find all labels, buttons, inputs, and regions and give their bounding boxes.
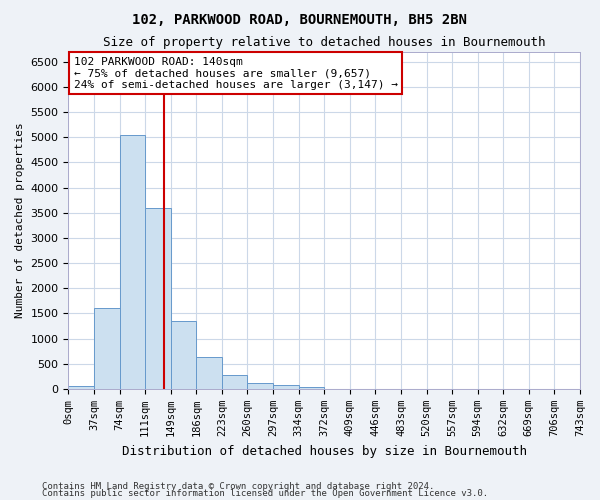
Bar — [68, 386, 94, 389]
Text: 102 PARKWOOD ROAD: 140sqm
← 75% of detached houses are smaller (9,657)
24% of se: 102 PARKWOOD ROAD: 140sqm ← 75% of detac… — [74, 56, 398, 90]
Bar — [171, 321, 196, 389]
Text: Contains public sector information licensed under the Open Government Licence v3: Contains public sector information licen… — [42, 490, 488, 498]
Bar — [94, 308, 119, 389]
Bar — [196, 358, 222, 389]
Bar — [119, 134, 145, 389]
Bar — [273, 385, 299, 389]
Bar — [145, 208, 171, 389]
Bar — [222, 376, 247, 389]
X-axis label: Distribution of detached houses by size in Bournemouth: Distribution of detached houses by size … — [122, 444, 527, 458]
Text: Contains HM Land Registry data © Crown copyright and database right 2024.: Contains HM Land Registry data © Crown c… — [42, 482, 434, 491]
Title: Size of property relative to detached houses in Bournemouth: Size of property relative to detached ho… — [103, 36, 545, 49]
Y-axis label: Number of detached properties: Number of detached properties — [15, 122, 25, 318]
Text: 102, PARKWOOD ROAD, BOURNEMOUTH, BH5 2BN: 102, PARKWOOD ROAD, BOURNEMOUTH, BH5 2BN — [133, 12, 467, 26]
Bar — [299, 387, 324, 389]
Bar — [247, 383, 273, 389]
